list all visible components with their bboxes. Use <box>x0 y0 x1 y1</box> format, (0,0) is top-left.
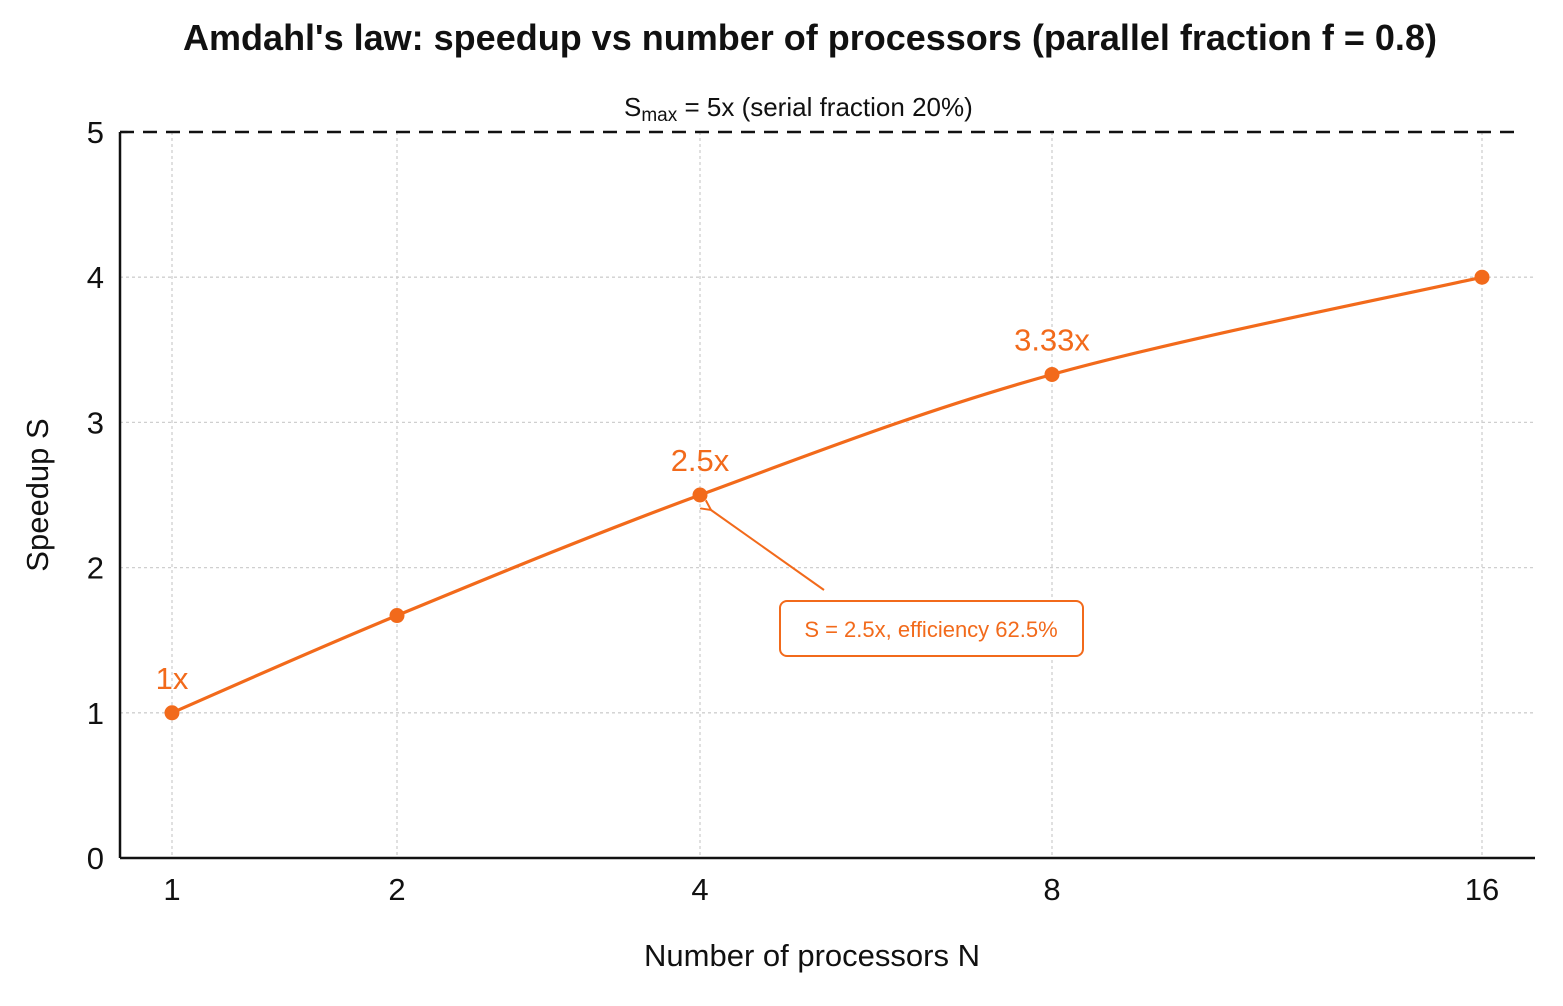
series-group <box>164 269 1490 721</box>
data-point <box>1044 366 1060 382</box>
x-tick-label: 4 <box>691 872 708 907</box>
smax-label: Smax = 5x (serial fraction 20%) <box>624 92 973 126</box>
data-point <box>692 487 708 503</box>
callout-box <box>779 600 1084 657</box>
x-tick-label: 16 <box>1465 872 1499 907</box>
y-axis-label: Speedup S <box>20 418 55 571</box>
y-tick-label: 4 <box>87 260 104 295</box>
callout-arrow <box>711 510 825 591</box>
y-tick-label: 2 <box>87 551 104 586</box>
x-axis-label: Number of processors N <box>644 938 980 973</box>
data-point <box>164 705 180 721</box>
data-label: 2.5x <box>671 443 730 478</box>
x-tick-label: 1 <box>163 872 180 907</box>
data-label: 3.33x <box>1014 322 1090 357</box>
data-labels-group: 1x 2.5x 3.33x <box>156 322 1091 695</box>
reference-line-group: Smax = 5x (serial fraction 20%) <box>120 92 1517 134</box>
data-point <box>389 608 405 624</box>
data-label: 1x <box>156 661 189 696</box>
data-point <box>1474 269 1490 285</box>
y-tick-label: 1 <box>87 696 104 731</box>
callout-text: S = 2.5x, efficiency 62.5% <box>804 617 1057 642</box>
y-tick-label: 3 <box>87 405 104 440</box>
chart-title: Amdahl's law: speedup vs number of proce… <box>183 17 1437 58</box>
x-tick-label: 8 <box>1043 872 1060 907</box>
x-tick-label: 2 <box>388 872 405 907</box>
ticks-group: 1 2 4 8 16 0 1 2 3 4 5 <box>87 115 1499 907</box>
series-line <box>171 275 1483 715</box>
grid <box>120 132 1535 858</box>
callout-group: S = 2.5x, efficiency 62.5% <box>711 510 1084 657</box>
y-tick-label: 5 <box>87 115 104 150</box>
axes <box>118 132 1535 860</box>
y-tick-label: 0 <box>87 841 104 876</box>
